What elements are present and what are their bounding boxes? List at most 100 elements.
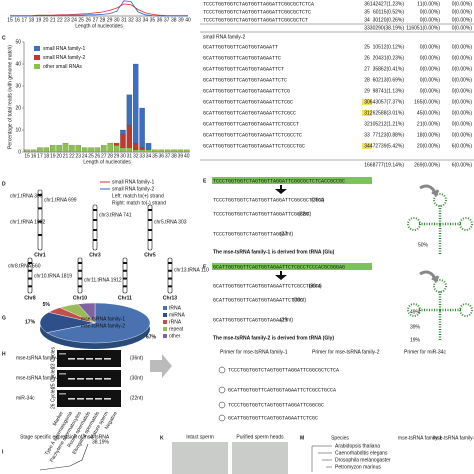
cycles: 26 Cycles (50, 387, 56, 409)
trna-loop (407, 217, 421, 231)
bar (101, 145, 107, 153)
chromosome (27, 257, 33, 294)
percent: 39% (410, 324, 421, 330)
percent: 19% (410, 337, 421, 343)
count: 11(0.00%) (417, 1, 440, 7)
y-tick-label: 0 (18, 149, 21, 155)
row-label: mse-tsRNA family-2 (16, 375, 60, 381)
pie-slice (39, 312, 96, 333)
sequence: GCATTGGTGGTTCAGTGGTAGAATTCTCGC (213, 297, 303, 303)
arrow (275, 185, 287, 194)
panel-letter: K (160, 435, 164, 441)
sequence: GCATTGGTGGTTCAGTGGTAGAATTCTCGCCTGCCA (228, 387, 336, 393)
x-tick-label: 19 (50, 153, 56, 159)
length: 34 (364, 17, 370, 23)
length: (27nt) (280, 231, 293, 237)
count: 0(0.00%) (452, 132, 473, 138)
gel-band (95, 358, 102, 360)
primer-label: Primer for miR-34c (404, 349, 446, 355)
x-tick-label: 21 (63, 153, 69, 159)
count: 20(0.00%) (417, 143, 440, 149)
gel-band (59, 373, 66, 375)
y-tick-label: 30 (15, 83, 21, 89)
bar (171, 149, 177, 153)
total: 116051(0.00%) (406, 25, 440, 31)
band (168, 262, 172, 264)
gel-band (59, 393, 66, 395)
x-tick-label: 40 (184, 153, 190, 159)
chromosome-label: Chr3 (89, 252, 101, 258)
band (38, 220, 42, 223)
total: 1668777(19.14%) (364, 162, 404, 168)
band (28, 269, 32, 272)
band (148, 239, 152, 241)
legend-swatch (163, 327, 167, 331)
chromosome (122, 257, 128, 294)
bar (120, 134, 126, 148)
length: (22nt) (130, 395, 143, 401)
sequence: GCATTGGTGGTTCAGTGGTAGAATT (203, 44, 278, 50)
x-tick-label: 25 (78, 17, 84, 23)
count: 35862(0.41%) (373, 66, 405, 72)
band (123, 285, 127, 288)
length: 34 (364, 143, 370, 149)
x-tick-label: 36 (157, 17, 163, 23)
chromosome (77, 257, 83, 294)
x-tick-label: 37 (164, 17, 170, 23)
bar (184, 149, 190, 153)
highlight (362, 99, 372, 105)
x-tick-label: 32 (133, 153, 139, 159)
count: 77123(0.88%) (373, 132, 405, 138)
data-line (10, 0, 188, 17)
marker (218, 366, 226, 374)
sequence: TCCCTGGTGGTCTAGTGGTTAGGATTCGGCGCTCTCACCG… (213, 178, 345, 184)
band (123, 277, 127, 280)
x-tick-label: 24 (82, 153, 88, 159)
legend-label: other small RNAs (43, 64, 82, 70)
count: 165(0.00%) (414, 99, 440, 105)
x-tick-label: 38 (171, 153, 177, 159)
chromosome-label: Chr13 (163, 295, 177, 301)
sequence: GCATTGGTGGTTCAGTGGTAGAATTC (203, 55, 281, 61)
count: 0(0.00%) (420, 44, 441, 50)
bent-arrow (419, 270, 440, 284)
count: 0(0.00%) (420, 88, 441, 94)
band (123, 269, 127, 272)
caption: The mse-tsRNA family-2 is derived from t… (213, 335, 334, 341)
x-tick-label: 27 (93, 17, 99, 23)
gel-band (77, 358, 84, 360)
sequence: TCCCTGGTGGTCTAGTGGTTAGGAT (213, 231, 288, 237)
band (78, 277, 82, 280)
bar (113, 145, 120, 153)
tree (311, 445, 332, 472)
length: 32 (364, 121, 370, 127)
bar (62, 143, 69, 153)
legend-swatch (163, 313, 167, 317)
trna-loop (459, 217, 473, 231)
x-tick-label: 35 (152, 153, 158, 159)
axis-label: Length of nucleotides (83, 159, 131, 165)
bar (139, 107, 145, 148)
pie-slice (46, 302, 151, 344)
x-tick-label: 19 (36, 17, 42, 23)
sequence: TCCCTGGTGGTCTAGTGGTTAGGATTCGGCGCTCTCA (203, 1, 314, 7)
count: 0(0.00%) (452, 99, 473, 105)
legend-label: other (169, 333, 181, 339)
bar (133, 143, 139, 150)
count: 0(0.00%) (452, 88, 473, 94)
count: 0(0.00%) (420, 77, 441, 83)
image-label: Intact sperm (186, 434, 214, 440)
highlight (362, 110, 372, 116)
bar (120, 129, 126, 135)
length: (36nt) (309, 283, 322, 289)
sequence: GCATTGGTGGTTCAGTGGTAGAATTCTCGCCTGCCA (213, 283, 321, 289)
gel-band (68, 398, 75, 400)
x-tick-label: 17 (21, 17, 27, 23)
x-tick-label: 20 (56, 153, 62, 159)
axis-label: Length of nucleotides (75, 23, 123, 29)
y-tick-label: 20 (15, 105, 21, 111)
sequence: TCCCTGGTGGTCTAGTGGTTAGGATTCGGCGC (228, 402, 324, 408)
marker (218, 386, 226, 394)
gene-label: chr11.tRNA 1912 (84, 277, 122, 283)
bar (88, 147, 94, 153)
